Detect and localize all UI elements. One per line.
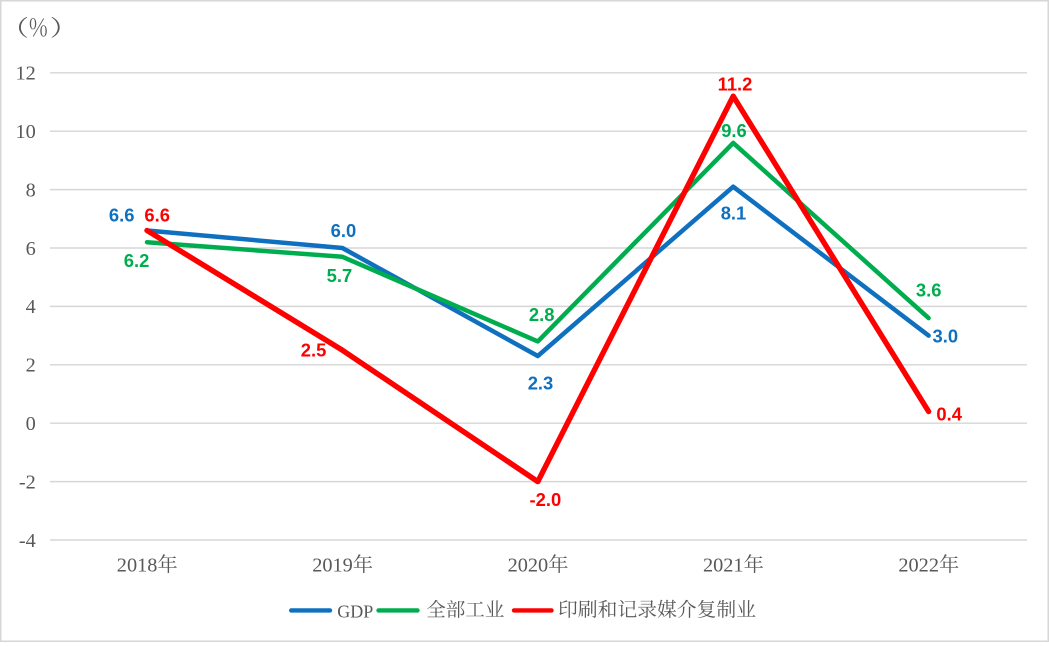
svg-text:6.6: 6.6 xyxy=(109,205,135,226)
svg-text:2: 2 xyxy=(26,355,36,377)
svg-text:2019: 2019 xyxy=(312,555,353,577)
svg-text:6.6: 6.6 xyxy=(144,205,170,226)
svg-text:8: 8 xyxy=(26,179,36,201)
svg-text:3.6: 3.6 xyxy=(916,280,942,301)
svg-text:2020: 2020 xyxy=(508,555,549,577)
svg-text:11.2: 11.2 xyxy=(718,74,753,95)
svg-text:3.0: 3.0 xyxy=(933,325,959,346)
svg-text:2.5: 2.5 xyxy=(301,339,327,360)
svg-text:-2: -2 xyxy=(19,471,36,493)
svg-text:2.8: 2.8 xyxy=(529,304,555,325)
svg-text:12: 12 xyxy=(16,63,36,85)
svg-text:9.6: 9.6 xyxy=(721,120,747,141)
svg-text:-4: -4 xyxy=(19,530,36,552)
svg-text:8.1: 8.1 xyxy=(721,202,747,223)
svg-text:2018: 2018 xyxy=(117,555,158,577)
svg-text:6.2: 6.2 xyxy=(124,250,150,271)
svg-text:2022: 2022 xyxy=(898,555,939,577)
svg-text:4: 4 xyxy=(26,296,36,318)
svg-text:6.0: 6.0 xyxy=(331,220,357,241)
svg-text:6: 6 xyxy=(26,238,36,260)
svg-text:-2.0: -2.0 xyxy=(530,489,562,510)
svg-text:10: 10 xyxy=(16,121,36,143)
svg-text:2.3: 2.3 xyxy=(528,373,554,394)
svg-text:0: 0 xyxy=(26,413,36,435)
svg-text:0.4: 0.4 xyxy=(936,404,962,425)
svg-text:GDP: GDP xyxy=(337,601,373,621)
svg-text:2021: 2021 xyxy=(703,555,744,577)
svg-text:5.7: 5.7 xyxy=(327,265,353,286)
